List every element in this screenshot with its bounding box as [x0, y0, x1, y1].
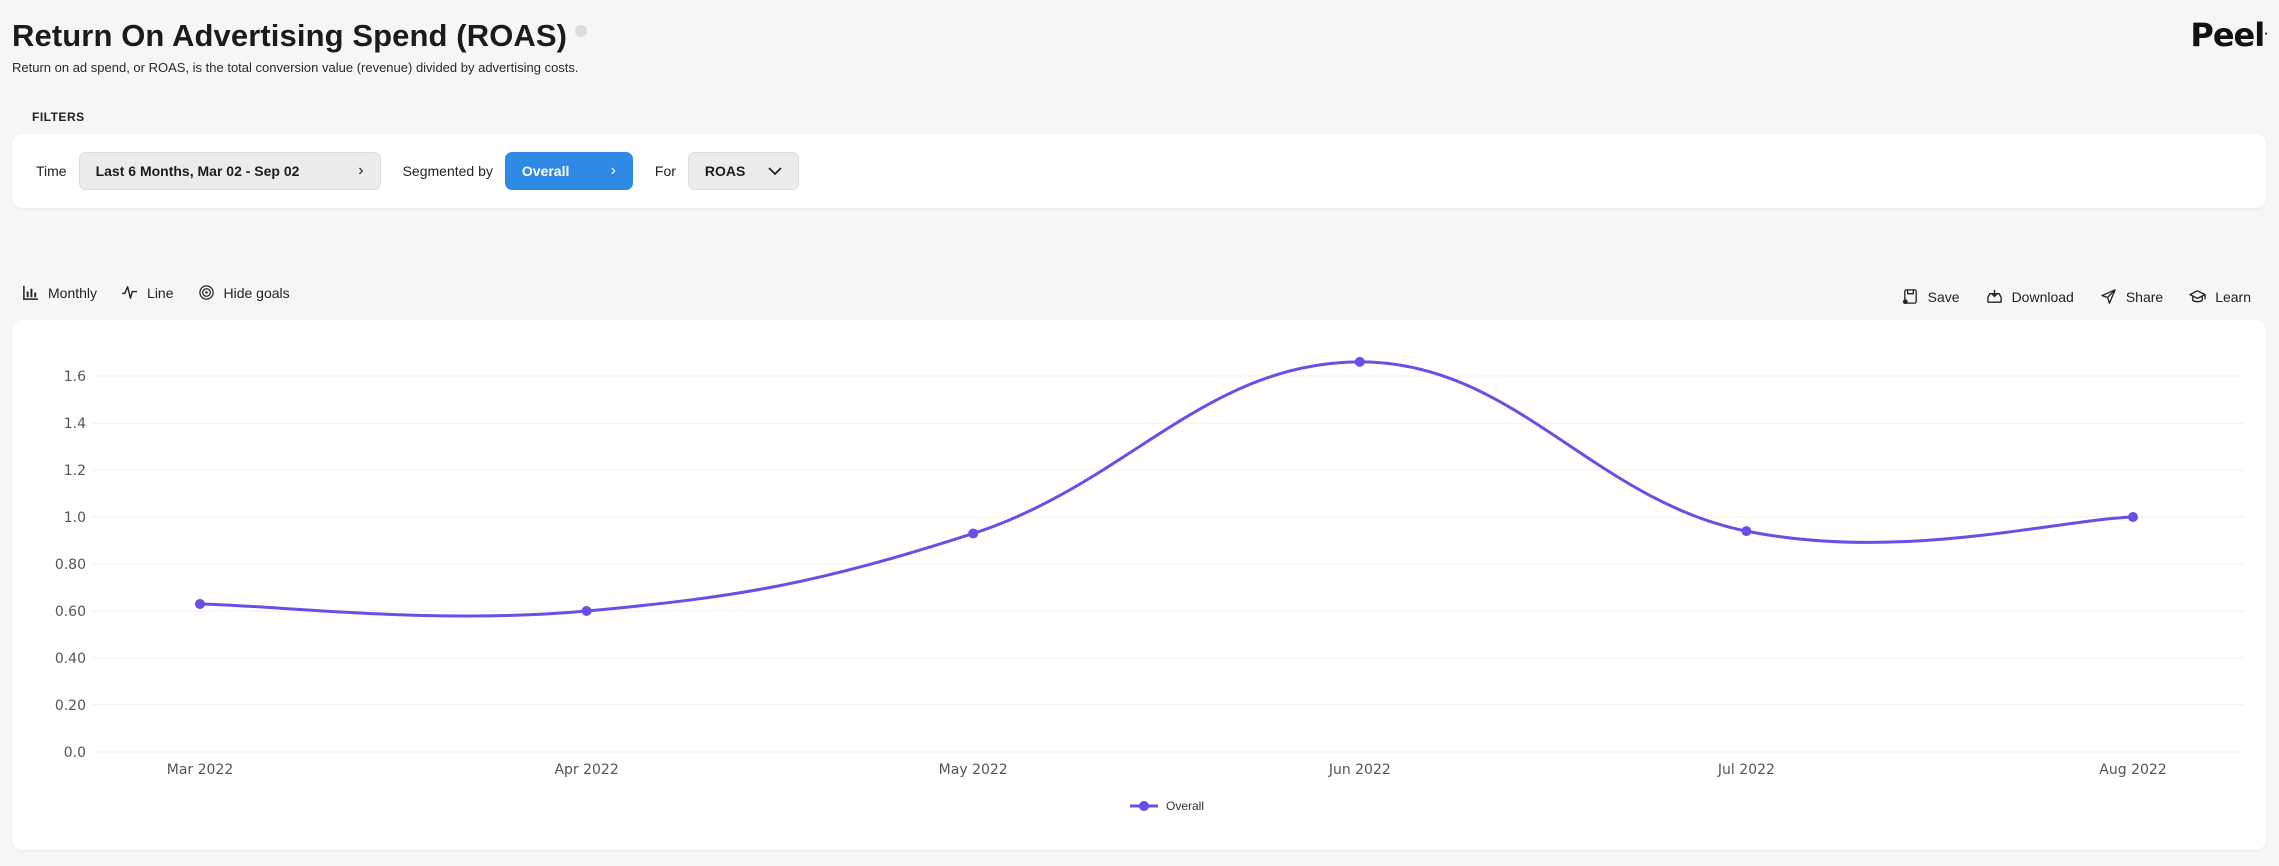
- y-tick-label: 0.60: [55, 604, 86, 620]
- data-point: [581, 606, 592, 616]
- save-icon: [1902, 289, 1917, 305]
- send-icon: [2101, 289, 2116, 304]
- time-filter-button[interactable]: Last 6 Months, Mar 02 - Sep 02 ›: [78, 152, 381, 190]
- y-tick-label: 1.0: [64, 510, 86, 526]
- time-filter-value: Last 6 Months, Mar 02 - Sep 02: [95, 163, 300, 179]
- x-tick-label: Mar 2022: [167, 762, 234, 778]
- chevron-down-icon: [768, 167, 782, 176]
- y-tick-label: 1.2: [64, 463, 86, 479]
- chevron-right-icon: ›: [610, 162, 616, 179]
- x-tick-label: Jul 2022: [1717, 762, 1775, 778]
- segment-filter-value: Overall: [521, 163, 570, 179]
- for-label: For: [654, 163, 676, 179]
- y-tick-label: 0.20: [55, 698, 86, 714]
- y-tick-label: 1.4: [64, 416, 86, 432]
- y-tick-label: 0.80: [55, 557, 86, 573]
- download-icon: [1986, 289, 2002, 303]
- x-tick-label: Apr 2022: [554, 762, 618, 778]
- filter-panel: Time Last 6 Months, Mar 02 - Sep 02 › Se…: [12, 134, 2266, 208]
- data-point: [1741, 526, 1752, 537]
- info-icon[interactable]: [575, 25, 588, 37]
- x-tick-label: Aug 2022: [2099, 762, 2166, 778]
- save-label: Save: [1927, 288, 1960, 305]
- logo-text: Peel: [2190, 16, 2265, 54]
- data-point: [968, 528, 979, 539]
- data-point: [2128, 512, 2138, 522]
- roas-line-chart: 0.0 0.20 0.40 0.60 0.80 1.0 1.2 1.4 1.6 Mar 2022 A…: [55, 356, 2244, 813]
- series-line-overall: [199, 360, 2134, 618]
- learn-button[interactable]: Learn: [2189, 288, 2251, 305]
- x-tick-label: May 2022: [939, 762, 1008, 778]
- monthly-button[interactable]: Monthly: [22, 284, 97, 301]
- hide-goals-button[interactable]: Hide goals: [198, 284, 290, 301]
- peel-logo: Peel.: [2190, 16, 2268, 54]
- save-button[interactable]: Save: [1902, 288, 1960, 305]
- y-tick-label: 0.0: [64, 745, 86, 761]
- monthly-label: Monthly: [48, 284, 98, 301]
- page-subtitle: Return on ad spend, or ROAS, is the tota…: [12, 60, 579, 75]
- legend-marker: [1139, 801, 1149, 811]
- chart-toolbar-right: Save Download Share Learn: [1902, 288, 2251, 305]
- download-button[interactable]: Download: [1986, 288, 2074, 305]
- filters-label: FILTERS: [32, 110, 85, 124]
- line-button[interactable]: Line: [121, 284, 174, 301]
- chevron-right-icon: ›: [358, 162, 364, 179]
- y-tick-label: 1.6: [64, 369, 86, 385]
- logo-mark: .: [2264, 26, 2268, 38]
- bar-chart-icon: [23, 285, 39, 300]
- target-icon: [198, 285, 214, 300]
- download-label: Download: [2011, 288, 2074, 305]
- hide-goals-label: Hide goals: [223, 284, 290, 301]
- y-tick-label: 0.40: [55, 651, 86, 667]
- segmented-by-label: Segmented by: [402, 163, 493, 179]
- chart-card: 0.0 0.20 0.40 0.60 0.80 1.0 1.2 1.4 1.6 Mar 2022 A…: [12, 320, 2266, 850]
- line-label: Line: [147, 284, 174, 301]
- data-point: [1354, 356, 1365, 367]
- share-button[interactable]: Share: [2100, 288, 2163, 305]
- line-chart-icon: [121, 286, 138, 299]
- data-point: [195, 598, 205, 609]
- metric-select-value: ROAS: [704, 163, 746, 179]
- page-title: Return On Advertising Spend (ROAS): [12, 18, 568, 53]
- share-label: Share: [2125, 288, 2164, 305]
- chart-toolbar-left: Monthly Line Hide goals: [22, 284, 290, 301]
- page-header: Return On Advertising Spend (ROAS) Retur…: [12, 16, 2268, 88]
- learn-label: Learn: [2215, 288, 2251, 305]
- legend-label: Overall: [1166, 799, 1204, 813]
- time-label: Time: [36, 163, 67, 179]
- graduation-cap-icon: [2189, 290, 2206, 303]
- metric-select[interactable]: ROAS: [687, 152, 799, 190]
- x-tick-label: Jun 2022: [1328, 762, 1391, 778]
- segment-filter-button[interactable]: Overall ›: [504, 152, 633, 190]
